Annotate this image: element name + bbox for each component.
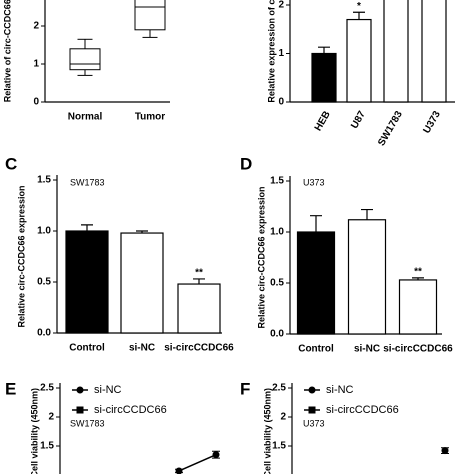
error-bar <box>310 215 322 232</box>
y-axis-label: Relative circ-CCDC66 expression <box>16 185 26 327</box>
x-tick-label: Tumor <box>135 112 165 123</box>
x-tick-label: Control <box>298 344 334 355</box>
subtitle: SW1783 <box>70 177 105 187</box>
subtitle: U373 <box>303 177 325 187</box>
y-axis-label: Cell viability (450nm) <box>29 388 39 474</box>
error-bar <box>81 224 93 231</box>
point <box>175 467 183 474</box>
x-tick-label: U373 <box>421 109 443 136</box>
significance: ** <box>195 268 203 279</box>
y-axis-label: Relative circ-CCDC66 expression <box>256 186 266 328</box>
y-tick-label: 1.5 <box>272 441 286 452</box>
panel-label: E <box>5 379 16 398</box>
bar <box>65 230 109 334</box>
significance: ** <box>414 267 422 278</box>
x-tick-label: si-NC <box>129 343 155 354</box>
error-bar <box>193 278 205 285</box>
x-tick-label: Control <box>69 343 105 354</box>
point <box>212 451 220 459</box>
x-tick-label: si-NC <box>354 344 380 355</box>
x-tick-label: HEB <box>313 109 333 133</box>
legend-marker <box>308 386 316 394</box>
y-tick-label: 1.5 <box>270 176 284 187</box>
panel-label: F <box>240 379 250 398</box>
bar <box>398 279 438 335</box>
error-bar <box>412 277 424 280</box>
x-tick-label: si-circCCDC66 <box>164 343 234 354</box>
y-tick-label: 0 <box>33 97 39 108</box>
box <box>134 0 166 31</box>
x-tick-label: U87 <box>349 109 368 131</box>
panel-label: D <box>240 154 252 173</box>
legend-label: si-circCCDC66 <box>94 404 167 416</box>
y-tick-label: 2 <box>280 412 286 423</box>
legend-marker <box>76 386 84 394</box>
bar <box>120 232 164 334</box>
y-tick-label: 0 <box>278 97 284 108</box>
bar <box>346 18 372 103</box>
bar <box>177 283 221 334</box>
error-bar <box>353 11 365 20</box>
bar <box>383 0 409 103</box>
y-tick-label: 0.0 <box>37 328 51 339</box>
y-tick-label: 1 <box>33 59 39 70</box>
box <box>69 48 101 71</box>
y-tick-label: 1.0 <box>270 227 284 238</box>
point <box>441 447 449 455</box>
legend-label: si-NC <box>326 384 354 396</box>
y-tick-label: 2.5 <box>40 383 54 394</box>
x-tick-label: SW1783 <box>376 109 405 148</box>
bar <box>311 52 337 103</box>
y-tick-label: 2 <box>33 21 39 32</box>
bar <box>347 219 387 335</box>
y-tick-label: 0.5 <box>270 278 284 289</box>
error-bar <box>318 46 330 54</box>
y-tick-label: 1.0 <box>37 226 51 237</box>
y-tick-label: 1.5 <box>40 441 54 452</box>
y-axis-label: Relative of circ-CCDC66 <box>2 0 12 102</box>
y-tick-label: 1 <box>278 48 284 59</box>
legend-label: si-circCCDC66 <box>326 404 399 416</box>
error-bar <box>361 208 373 220</box>
y-tick-label: 2.5 <box>272 383 286 394</box>
series-line <box>178 454 217 472</box>
y-tick-label: 2 <box>48 412 54 423</box>
error-bar <box>136 230 148 234</box>
subtitle: U373 <box>303 418 325 428</box>
x-tick-label: si-circCCDC66 <box>383 344 453 355</box>
y-tick-label: 1.5 <box>37 175 51 186</box>
x-tick-label: Normal <box>68 112 103 123</box>
significance: * <box>357 1 361 12</box>
y-tick-label: 0.0 <box>270 329 284 340</box>
y-tick-label: 2 <box>278 0 284 11</box>
y-tick-label: 0.5 <box>37 277 51 288</box>
bar <box>421 0 447 103</box>
subtitle: SW1783 <box>70 418 105 428</box>
legend-marker <box>308 406 316 414</box>
y-axis-label: Relative expression of c <box>266 0 276 103</box>
legend-marker <box>76 406 84 414</box>
legend-label: si-NC <box>94 384 122 396</box>
panel-label: C <box>5 154 17 173</box>
y-axis-label: Cell viability (450nm) <box>262 388 272 474</box>
bar <box>296 231 336 335</box>
